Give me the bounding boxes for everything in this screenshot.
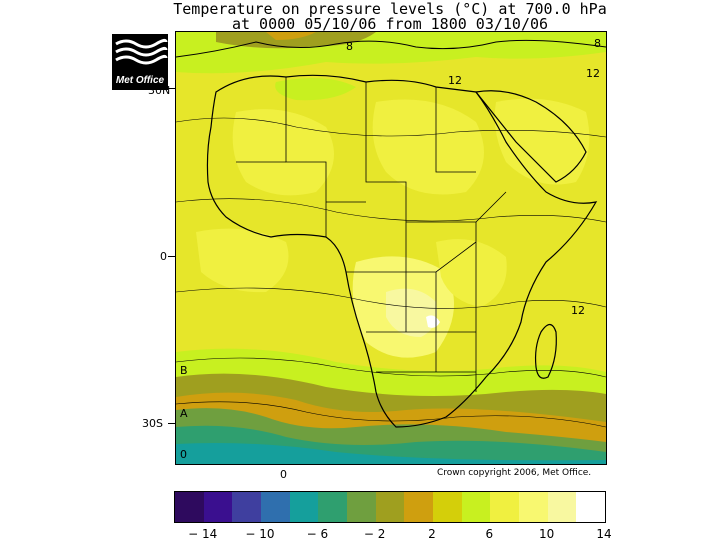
contour-label: 0 [180,448,187,461]
colorbar-label: − 2 [363,527,386,541]
colorbar-swatch [404,492,434,522]
map-title-line1: Temperature on pressure levels (°C) at 7… [173,0,607,18]
contour-label: A [180,407,188,420]
colorbar-swatch [203,492,233,522]
lat-tick-30s [168,423,175,424]
lat-tick-30n [168,88,175,89]
met-office-logo: Met Office [112,34,168,90]
colorbar-swatch [433,492,462,522]
map-canvas: 12 12 12 8 8 B A 0 [176,32,606,464]
colorbar-swatch [289,492,319,522]
contour-label: 8 [594,37,601,50]
colorbar-label: − 14 [188,527,218,541]
map-title-line2: at 0000 05/10/06 from 1800 03/10/06 [231,15,549,33]
colorbar-label: − 6 [306,527,329,541]
lat-label-0: 0 [160,250,167,263]
contour-label: 12 [571,304,585,317]
colorbar-swatch [375,492,405,522]
colorbar-label: 14 [596,527,612,541]
colorbar-swatch [519,492,548,522]
colorbar-swatch [347,492,376,522]
colorbar-swatch [576,492,606,522]
contour-label: 8 [346,40,353,53]
colorbar [174,491,606,523]
contour-label: B [180,364,188,377]
lon-label-0: 0 [280,468,287,481]
colorbar-label: − 10 [245,527,275,541]
colorbar-swatch [175,492,204,522]
lat-tick-0 [168,256,175,257]
colorbar-swatch [318,492,348,522]
logo-waves-icon [115,38,168,65]
colorbar-swatch [547,492,577,522]
colorbar-swatch [461,492,491,522]
logo-text: Met Office [115,75,165,86]
contour-label: 12 [586,67,600,80]
temperature-map: 12 12 12 8 8 B A 0 [175,31,607,465]
colorbar-label: 10 [539,527,555,541]
colorbar-swatch [232,492,262,522]
colorbar-label: 6 [485,527,494,541]
colorbar-swatch [490,492,520,522]
lat-label-30n: 30N [148,84,171,97]
colorbar-swatch [261,492,290,522]
lat-label-30s: 30S [142,417,163,430]
colorbar-label: 2 [428,527,436,541]
contour-label: 12 [448,74,462,87]
copyright-text: Crown copyright 2006, Met Office. [437,468,592,478]
